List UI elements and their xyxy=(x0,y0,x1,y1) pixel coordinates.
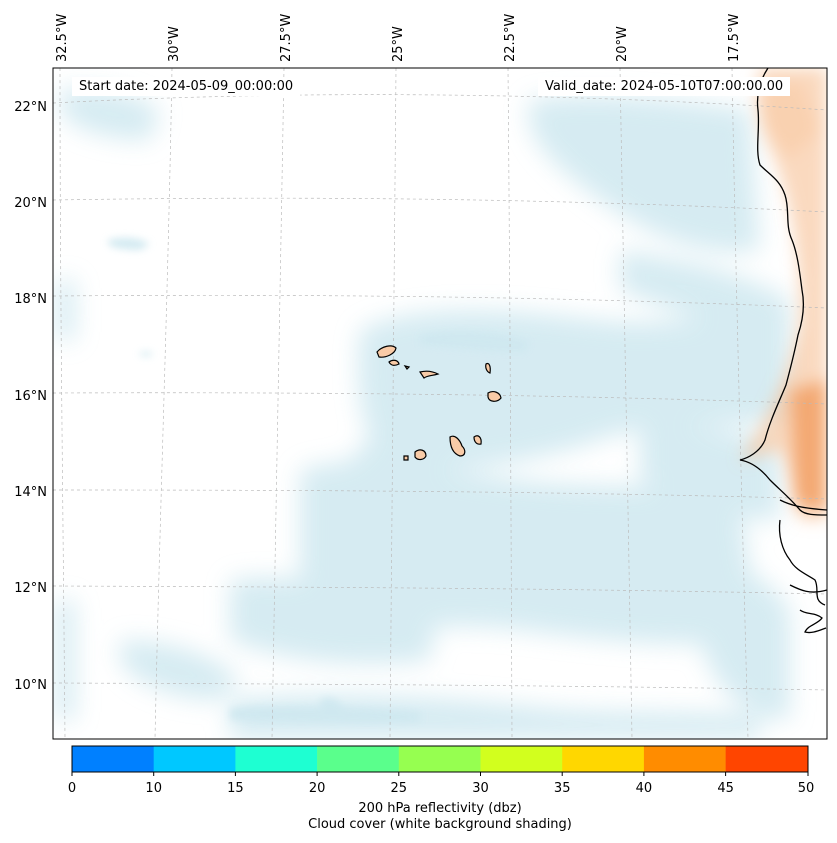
colorbar-label: 200 hPa reflectivity (dbz) Cloud cover (… xyxy=(240,801,640,833)
colorbar-tick-label: 15 xyxy=(227,781,244,796)
dust-shading xyxy=(740,68,827,520)
colorbar-segment xyxy=(725,746,808,772)
valid-date-label: Valid_date: 2024-05-10T07:00:00.00 xyxy=(538,77,791,96)
colorbar-label-line2: Cloud cover (white background shading) xyxy=(308,817,572,832)
colorbar-segment xyxy=(643,746,726,772)
lon-label: 25°W xyxy=(391,26,406,62)
island-santo-antao xyxy=(376,345,397,358)
cape-verde-islands xyxy=(376,345,502,461)
colorbar-tick-label: 40 xyxy=(636,781,653,796)
colorbar-segment xyxy=(317,746,400,772)
colorbar-segment xyxy=(480,746,563,772)
colorbar-label-line1: 200 hPa reflectivity (dbz) xyxy=(358,801,522,816)
island-fogo xyxy=(414,449,427,461)
lat-label: 12°N xyxy=(14,581,47,596)
lon-label: 17.5°W xyxy=(727,14,742,62)
island-santa-luzia xyxy=(403,365,411,370)
african-coastline xyxy=(739,68,827,634)
lon-label: 30°W xyxy=(167,26,182,62)
colorbar-segment xyxy=(153,746,236,772)
colorbar-tick-label: 10 xyxy=(145,781,162,796)
lat-label: 14°N xyxy=(14,485,47,500)
lat-label: 16°N xyxy=(14,389,47,404)
colorbar-segment xyxy=(398,746,481,772)
island-santiago xyxy=(449,435,466,457)
island-maio xyxy=(473,435,482,445)
colorbar-tick-label: 25 xyxy=(391,781,408,796)
colorbar-tick-label: 35 xyxy=(554,781,571,796)
colorbar-segment xyxy=(235,746,318,772)
lon-label: 20°W xyxy=(615,26,630,62)
lat-label: 22°N xyxy=(14,100,47,115)
lat-label: 10°N xyxy=(14,678,47,693)
map-border xyxy=(52,67,828,740)
colorbar-border xyxy=(71,745,809,773)
colorbar-tick-label: 20 xyxy=(309,781,326,796)
island-sao-vicente xyxy=(388,359,400,366)
lat-label: 20°N xyxy=(14,196,47,211)
longitude-labels: 32.5°W 30°W 27.5°W 25°W 22.5°W 20°W 17.5… xyxy=(55,14,742,62)
island-sao-nicolau xyxy=(419,370,440,379)
colorbar-tick-label: 45 xyxy=(717,781,734,796)
lat-label: 18°N xyxy=(14,292,47,307)
island-brava xyxy=(403,455,409,461)
gridlines xyxy=(53,68,827,739)
colorbar-tick-label: 0 xyxy=(68,781,76,796)
lon-label: 27.5°W xyxy=(279,14,294,62)
colorbar-tick-label: 30 xyxy=(472,781,489,796)
colorbar-segment xyxy=(562,746,645,772)
lon-label: 22.5°W xyxy=(503,14,518,62)
colorbar: 0 10 15 20 25 30 35 40 45 50 xyxy=(68,745,815,796)
island-sal xyxy=(485,362,491,374)
start-date-label: Start date: 2024-05-09_00:00:00 xyxy=(72,77,301,96)
cloud-streaks xyxy=(108,237,530,723)
lon-label: 32.5°W xyxy=(55,14,70,62)
latitude-labels: 22°N 20°N 18°N 16°N 14°N 12°N 10°N xyxy=(14,100,47,693)
island-boa-vista xyxy=(487,391,502,402)
map-plot-area xyxy=(53,68,827,739)
colorbar-segment xyxy=(72,746,154,772)
colorbar-tick-label: 50 xyxy=(798,781,815,796)
